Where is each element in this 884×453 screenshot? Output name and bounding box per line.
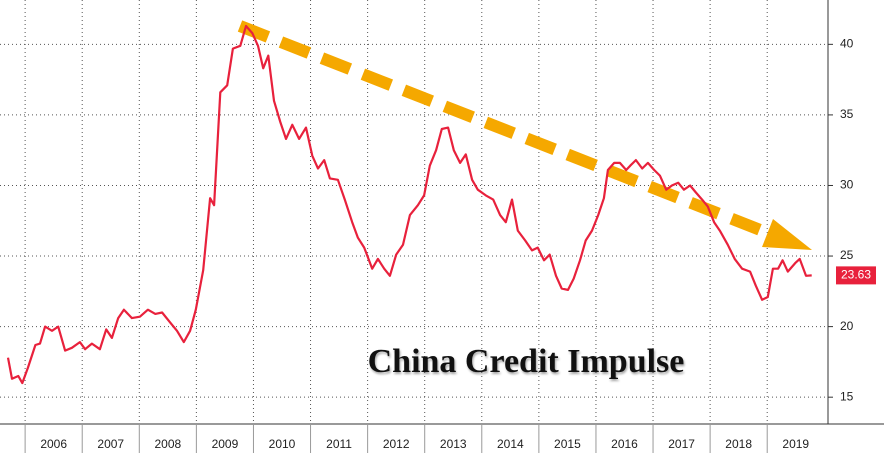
- x-tick-label: 2016: [611, 437, 638, 451]
- y-tick-label: 30: [840, 178, 854, 192]
- x-tick-label: 2008: [154, 437, 181, 451]
- y-tick-label: 35: [840, 107, 854, 121]
- annotation: China Credit Impulse: [368, 343, 685, 380]
- x-tick-label: 2017: [668, 437, 695, 451]
- last-value-box: [836, 266, 876, 285]
- x-tick-label: 2006: [40, 437, 67, 451]
- x-tick-label: 2014: [497, 437, 524, 451]
- arrow-shaft: [237, 20, 771, 239]
- y-tick-label: 25: [840, 248, 854, 262]
- series-line: [6, 24, 812, 385]
- trend-arrow: [237, 20, 812, 250]
- x-tick-label: 2013: [440, 437, 467, 451]
- x-tick-label: 2009: [212, 437, 239, 451]
- x-tick-label: 2007: [97, 437, 124, 451]
- x-tick-label: 2011: [326, 437, 352, 451]
- x-tick-label: 2010: [269, 437, 296, 451]
- arrow-head: [762, 219, 812, 250]
- y-tick-label: 15: [840, 389, 854, 403]
- y-tick-label: 20: [840, 319, 854, 333]
- x-tick-label: 2019: [782, 437, 809, 451]
- x-tick-label: 2015: [554, 437, 581, 451]
- x-tick-label: 2018: [725, 437, 752, 451]
- x-tick-label: 2012: [383, 437, 410, 451]
- y-tick-label: 40: [840, 37, 854, 51]
- last-value-label: 23.63: [841, 268, 871, 282]
